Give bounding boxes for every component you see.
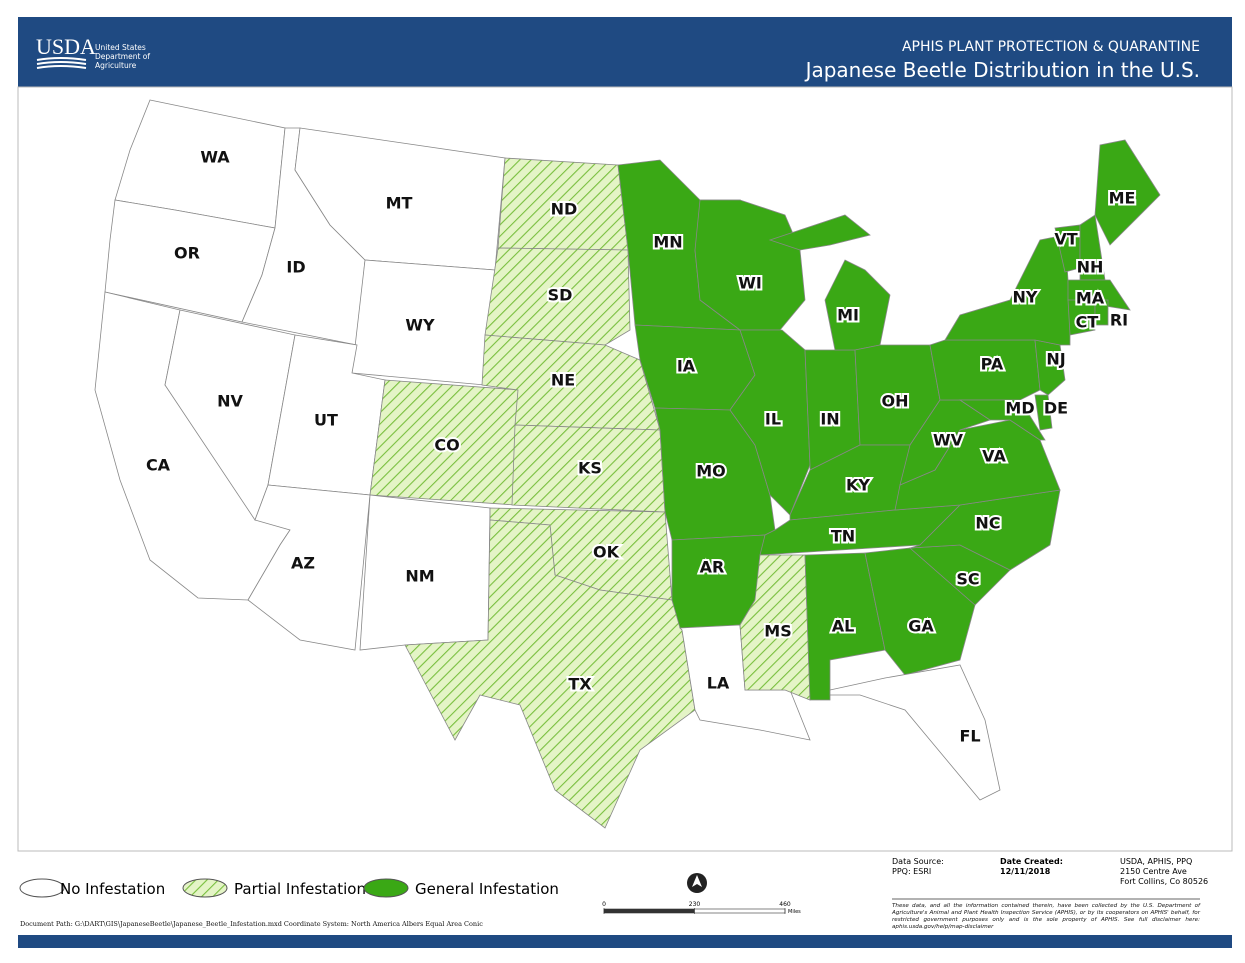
legend-swatch [363, 878, 409, 898]
legend-label: No Infestation [60, 880, 165, 898]
state-label: KS [578, 459, 602, 478]
agency: United States [95, 43, 146, 52]
disclaimer: These data, and all the information cont… [892, 903, 1200, 930]
logo-waves [36, 57, 87, 69]
state-label: MI [837, 306, 859, 325]
state-label: CA [146, 456, 171, 475]
state-label: NC [975, 514, 1000, 533]
state-shape [944, 234, 1071, 346]
state-label: IA [677, 357, 696, 376]
state-shape [1094, 299, 1109, 326]
agency: Agriculture [95, 61, 137, 70]
state-label: NJ [1046, 350, 1065, 369]
north-arrow [687, 873, 707, 893]
state-shape [694, 199, 806, 331]
scale-tick-label: 230 [689, 901, 701, 908]
header-band [18, 17, 1232, 87]
footer-band [18, 935, 1232, 948]
state-label: CT [1076, 313, 1099, 332]
state-shape [1034, 394, 1053, 431]
state-label: NH [1077, 258, 1104, 277]
logo: USDA [36, 34, 96, 59]
address: USDA, APHIS, PPQ [1120, 857, 1192, 866]
state-shape [484, 247, 631, 346]
state-shape [247, 484, 371, 651]
state-label: OK [593, 543, 620, 562]
legend-swatch [19, 878, 65, 898]
title: Japanese Beetle Distribution in the U.S. [804, 58, 1200, 82]
state-label: MD [1005, 399, 1034, 418]
state-label: AL [832, 617, 855, 636]
state-shape [829, 664, 1001, 801]
scale-tick-label: 0 [602, 901, 606, 908]
state-label: IL [765, 410, 781, 429]
state-label: ME [1109, 189, 1136, 208]
state-label: FL [959, 727, 980, 746]
state-labels: WA OR CA NV ID MT WY UT AZ CO NM ND SD NE KS OK TX MN IA MO… [144, 146, 1137, 748]
data-source-label: Data Source: [892, 857, 944, 866]
scale-unit: Miles [788, 909, 801, 915]
map-frame [17, 86, 1233, 852]
scale-bar-fill [604, 909, 695, 913]
state-label: WI [738, 274, 762, 293]
state-label: MO [696, 462, 726, 481]
subtitle: APHIS PLANT PROTECTION & QUARANTINE [902, 39, 1200, 55]
state-label: AR [700, 558, 725, 577]
state-label: OR [174, 244, 200, 263]
state-label: MN [653, 233, 682, 252]
state-label: CO [434, 436, 459, 455]
state-shape [404, 519, 696, 829]
address: 2150 Centre Ave [1120, 867, 1187, 876]
state-label: MS [764, 622, 791, 641]
state-label: WV [933, 431, 964, 450]
state-label: TN [831, 527, 855, 546]
date-label: Date Created: [1000, 857, 1063, 866]
state-label: KY [846, 476, 870, 495]
state-label: GA [908, 617, 934, 636]
legend-label: Partial Infestation [234, 880, 366, 898]
document-path: Document Path: G:\DART\GIS\JapaneseBeetl… [20, 920, 483, 928]
legend-swatch [182, 878, 228, 898]
state-label: IN [820, 410, 839, 429]
state-label: NY [1013, 288, 1038, 307]
state-label: MA [1076, 289, 1105, 308]
state-shape [1094, 139, 1161, 246]
state-label: MT [386, 194, 413, 213]
state-label: OH [882, 392, 909, 411]
date: 12/11/2018 [1000, 867, 1051, 876]
state-label: NM [405, 567, 434, 586]
agency: Department of [95, 52, 150, 61]
state-label: NV [217, 392, 243, 411]
state-label: WY [405, 316, 435, 335]
state-label: RI [1110, 311, 1128, 330]
state-label: DE [1044, 399, 1068, 418]
state-label: AZ [291, 554, 315, 573]
state-label: WA [200, 148, 230, 167]
state-label: PA [981, 355, 1004, 374]
state-label: ID [286, 258, 305, 277]
state-shape [729, 329, 811, 516]
address: Fort Collins, Co 80526 [1120, 877, 1208, 886]
state-label: VA [982, 447, 1006, 466]
state-label: ND [551, 200, 578, 219]
state-label: VT [1054, 230, 1077, 249]
legend: No Infestation Partial Infestation General… [19, 878, 559, 898]
state-label: LA [707, 674, 730, 693]
state-shape [958, 399, 1046, 441]
state-label: UT [314, 411, 338, 430]
states [94, 99, 1161, 829]
data-source: PPQ: ESRI [892, 867, 931, 876]
state-label: TX [568, 675, 592, 694]
state-label: SD [548, 286, 573, 305]
state-label: SC [956, 570, 979, 589]
scale-tick-label: 460 [779, 901, 791, 908]
state-label: NE [551, 371, 575, 390]
legend-label: General Infestation [415, 880, 559, 898]
state-shape [1067, 299, 1096, 336]
